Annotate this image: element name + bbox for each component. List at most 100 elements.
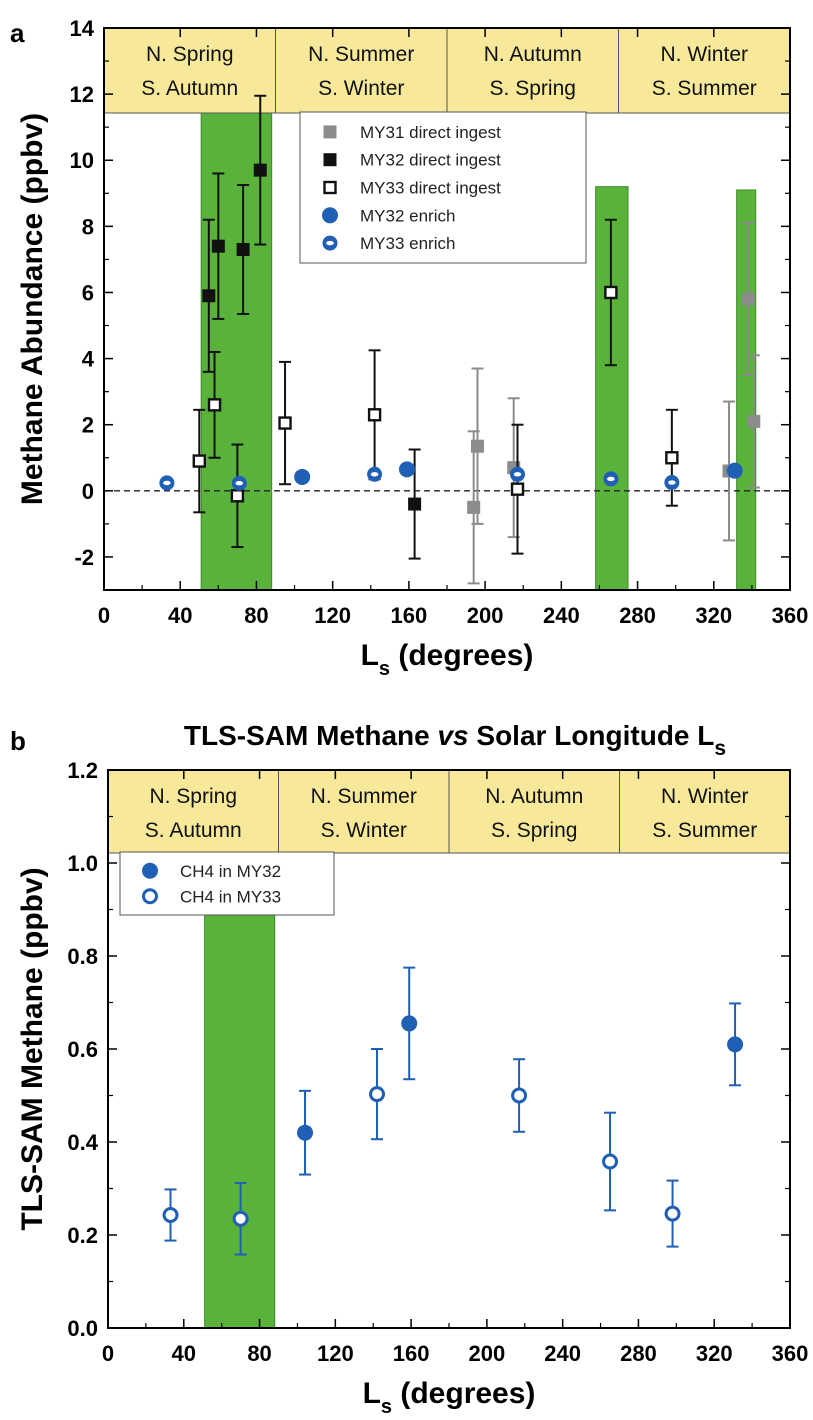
season-label: N. Autumn	[485, 785, 583, 808]
chart-panel-a: N. Spring S. Autumn N. Summer S. Winter N. A…	[10, 16, 808, 680]
data-point	[211, 239, 225, 253]
y-tick-label: 14	[70, 16, 95, 41]
x-tick-label: 240	[543, 603, 580, 628]
x-tick-label: 240	[544, 1341, 581, 1366]
x-tick-label: 160	[391, 603, 428, 628]
x-tick-label: 320	[696, 1341, 733, 1366]
data-point	[401, 1015, 418, 1032]
season-box	[446, 27, 619, 114]
legend-label: MY33 enrich	[360, 234, 455, 253]
series-ch4-in-my32	[297, 966, 744, 1176]
y-tick-label: 0.8	[67, 944, 98, 969]
chart-title: TLS-SAM Methane vs Solar Longitude Ls	[184, 720, 726, 760]
y-tick-label: 1.0	[67, 851, 98, 876]
data-point	[253, 163, 267, 177]
data-point-center	[235, 481, 244, 486]
x-tick-label: 40	[172, 1341, 196, 1366]
x-tick-label: 120	[314, 603, 351, 628]
data-point	[511, 1087, 528, 1104]
y-tick-label: 2	[82, 413, 94, 438]
x-tick-label: 120	[317, 1341, 354, 1366]
season-label: S. Winter	[318, 77, 404, 100]
data-point	[142, 888, 158, 905]
season-label: S. Spring	[491, 819, 577, 842]
legend: CH4 in MY32 CH4 in MY33	[119, 851, 335, 916]
series-my32-enrich	[294, 461, 743, 485]
season-label: N. Winter	[661, 785, 749, 808]
y-tick-label: 12	[70, 82, 94, 107]
x-tick-label: 0	[98, 603, 110, 628]
data-point-center	[668, 480, 676, 485]
season-label: S. Summer	[652, 819, 757, 842]
data-point-center	[326, 240, 334, 246]
data-point	[297, 1124, 314, 1141]
season-label: N. Spring	[149, 785, 237, 808]
x-axis-label: Ls (degrees)	[361, 639, 534, 680]
legend: MY31 direct ingest MY32 direct ingest MY33…	[299, 111, 587, 264]
season-box	[619, 769, 791, 854]
y-tick-label: -2	[74, 545, 94, 570]
data-point	[236, 242, 250, 256]
legend-box	[119, 851, 335, 916]
season-label: S. Summer	[652, 77, 757, 100]
data-point	[398, 461, 415, 478]
data-point	[230, 489, 245, 503]
x-axis-label: Ls (degrees)	[363, 1377, 536, 1418]
data-point	[602, 1153, 619, 1170]
x-tick-label: 360	[772, 603, 809, 628]
season-label: N. Summer	[308, 43, 414, 66]
data-point	[510, 482, 525, 496]
x-tick-label: 280	[620, 1341, 657, 1366]
x-tick-label: 40	[168, 603, 192, 628]
series-my33-direct-ingest	[192, 218, 679, 555]
y-axis-label: Methane Abundance (ppbv)	[16, 113, 49, 505]
data-point	[604, 285, 618, 300]
data-point	[323, 180, 337, 195]
data-point	[323, 153, 337, 167]
series-ch4-in-my33	[162, 1048, 681, 1256]
panel-letter: a	[10, 18, 25, 48]
y-tick-label: 0.0	[67, 1316, 98, 1341]
season-label: S. Autumn	[141, 77, 238, 100]
data-point	[664, 1205, 681, 1222]
panel-letter: b	[10, 726, 26, 756]
season-box	[107, 769, 279, 854]
data-point	[665, 451, 679, 465]
data-point	[727, 1036, 744, 1053]
data-point	[323, 125, 337, 139]
data-point	[322, 207, 338, 224]
data-point	[294, 468, 311, 485]
y-tick-label: 0.2	[67, 1223, 98, 1248]
data-point	[162, 1207, 179, 1224]
data-point	[747, 414, 761, 428]
season-label: N. Spring	[146, 43, 234, 66]
legend-label: MY31 direct ingest	[360, 123, 501, 142]
legend-label: CH4 in MY33	[180, 887, 281, 906]
season-label: S. Autumn	[145, 819, 242, 842]
y-tick-label: 8	[82, 214, 94, 239]
season-box	[278, 769, 450, 854]
season-label: S. Spring	[490, 77, 576, 100]
data-point	[470, 439, 484, 453]
data-point-center	[607, 476, 615, 482]
legend-label: MY32 direct ingest	[360, 151, 501, 170]
x-tick-label: 80	[247, 1341, 271, 1366]
data-point	[367, 408, 382, 422]
legend-box	[299, 111, 587, 264]
x-tick-label: 200	[469, 1341, 506, 1366]
y-tick-label: 0	[82, 479, 94, 504]
y-tick-label: 10	[70, 148, 94, 173]
season-label: N. Autumn	[484, 43, 582, 66]
x-tick-label: 200	[467, 603, 504, 628]
season-box	[618, 27, 791, 114]
data-point	[232, 1210, 249, 1227]
data-point	[741, 292, 755, 306]
data-point-center	[370, 472, 379, 477]
season-box	[103, 27, 276, 114]
x-tick-label: 80	[244, 603, 268, 628]
y-axis-label: TLS-SAM Methane (ppbv)	[16, 867, 49, 1230]
chart-panel-b: N. Spring S. Autumn N. Summer S. Winter N. A…	[10, 720, 808, 1418]
y-tick-label: 4	[82, 347, 95, 372]
legend-label: MY33 direct ingest	[360, 179, 501, 198]
